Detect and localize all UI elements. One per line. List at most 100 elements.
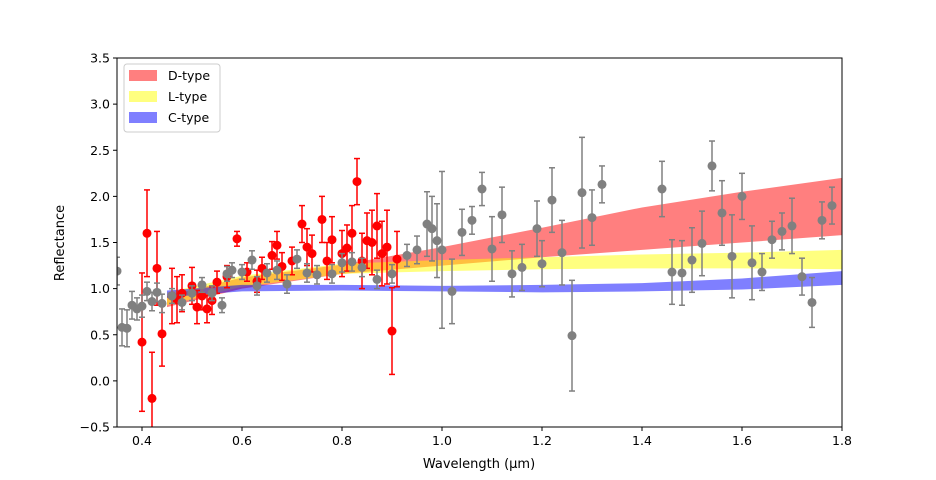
x-axis-ticks: 0.4 0.6 0.8 1.0 1.2 1.4 1.6 1.8	[132, 427, 852, 448]
data-marker	[167, 291, 177, 301]
data-marker	[717, 208, 727, 218]
data-marker	[302, 268, 312, 278]
data-marker	[372, 221, 382, 231]
gray-spectrum-point	[147, 291, 157, 312]
gray-spectrum-point	[767, 220, 777, 259]
gray-spectrum-point	[667, 238, 677, 306]
data-marker	[402, 250, 412, 260]
data-marker	[597, 179, 607, 189]
red-spectrum-point	[297, 204, 307, 244]
data-marker	[227, 265, 237, 275]
x-tick-label: 1.6	[732, 433, 752, 448]
data-marker	[352, 177, 362, 187]
gray-spectrum-point	[467, 205, 477, 235]
data-marker	[117, 266, 122, 276]
data-marker	[437, 245, 447, 255]
data-marker	[807, 297, 817, 307]
gray-spectrum-point	[657, 160, 667, 218]
data-marker	[317, 214, 327, 224]
data-marker	[412, 245, 422, 255]
data-marker	[137, 337, 147, 347]
gray-spectrum-point	[757, 252, 767, 292]
data-marker	[477, 184, 487, 194]
gray-spectrum-point	[807, 276, 817, 329]
data-marker	[537, 259, 547, 269]
x-tick-label: 1.2	[532, 433, 552, 448]
data-marker	[497, 210, 507, 220]
data-marker	[507, 269, 517, 279]
data-marker	[667, 267, 677, 277]
gray-spectrum-point	[252, 275, 262, 296]
data-marker	[342, 243, 352, 253]
data-marker	[137, 301, 147, 311]
data-marker	[797, 272, 807, 282]
data-marker	[327, 235, 337, 245]
legend-label-l-type: L-type	[168, 89, 207, 104]
red-spectrum-point	[372, 192, 382, 259]
gray-spectrum-point	[197, 276, 207, 294]
red-spectrum-point	[147, 351, 157, 427]
y-axis-ticks: −0.5 0.0 0.5 1.0 1.5 2.0 2.5 3.0 3.5	[80, 51, 117, 435]
red-spectrum-point	[322, 241, 332, 281]
data-marker	[377, 249, 387, 259]
data-marker	[587, 213, 597, 223]
gray-spectrum-point	[217, 297, 227, 314]
data-marker	[557, 248, 567, 258]
data-marker	[152, 263, 162, 273]
gray-spectrum-point	[827, 186, 837, 225]
gray-spectrum-point	[262, 262, 272, 283]
data-marker	[367, 238, 377, 247]
red-spectrum-point	[212, 270, 222, 294]
data-marker	[657, 184, 667, 194]
gray-spectrum-point	[437, 170, 447, 330]
band-c-type	[167, 271, 842, 298]
data-marker	[272, 240, 282, 250]
gray-spectrum-point	[537, 239, 547, 288]
data-marker	[232, 234, 242, 244]
gray-spectrum-point	[327, 263, 337, 284]
data-marker	[457, 227, 467, 237]
gray-spectrum-point	[122, 309, 132, 348]
y-axis-label: Reflectance	[53, 205, 68, 281]
gray-spectrum-point	[577, 136, 587, 249]
x-tick-label: 0.8	[332, 433, 352, 448]
legend: D-type L-type C-type	[123, 63, 221, 133]
data-marker	[302, 242, 312, 252]
x-tick-label: 1.8	[832, 433, 852, 448]
band-l-type	[167, 249, 842, 306]
gray-spectrum-point	[597, 165, 607, 204]
data-marker	[202, 304, 212, 314]
data-marker	[282, 279, 292, 289]
data-marker	[517, 262, 527, 272]
red-spectrum-point	[367, 209, 377, 276]
data-marker	[337, 258, 347, 268]
gray-spectrum-point	[282, 274, 292, 294]
data-marker	[142, 228, 152, 238]
data-marker	[382, 242, 392, 252]
gray-spectrum-point	[532, 200, 542, 258]
red-spectrum-point	[327, 215, 337, 264]
gray-spectrum-point	[247, 250, 257, 271]
gray-spectrum-point	[177, 294, 187, 311]
gray-spectrum-point	[477, 171, 487, 207]
data-marker	[307, 249, 317, 259]
data-marker	[177, 297, 187, 307]
data-marker	[447, 286, 457, 296]
data-marker	[252, 281, 262, 291]
data-marker	[387, 326, 397, 336]
gray-spectrum-point	[357, 257, 367, 278]
y-tick-label: −0.5	[80, 420, 110, 435]
gray-spectrum-point	[487, 215, 497, 282]
gray-spectrum-point	[272, 260, 282, 281]
legend-swatch-c-type	[129, 112, 157, 123]
data-marker	[262, 268, 272, 278]
gray-spectrum-point	[707, 140, 717, 192]
gray-spectrum-point	[427, 195, 437, 262]
gray-spectrum-point	[387, 263, 397, 284]
gray-spectrum-point	[727, 214, 737, 299]
gray-spectrum-point	[447, 258, 457, 325]
gray-spectrum-point	[187, 285, 197, 302]
gray-spectrum-point	[117, 256, 122, 286]
data-marker	[392, 254, 402, 264]
gray-spectrum-point	[797, 257, 807, 296]
